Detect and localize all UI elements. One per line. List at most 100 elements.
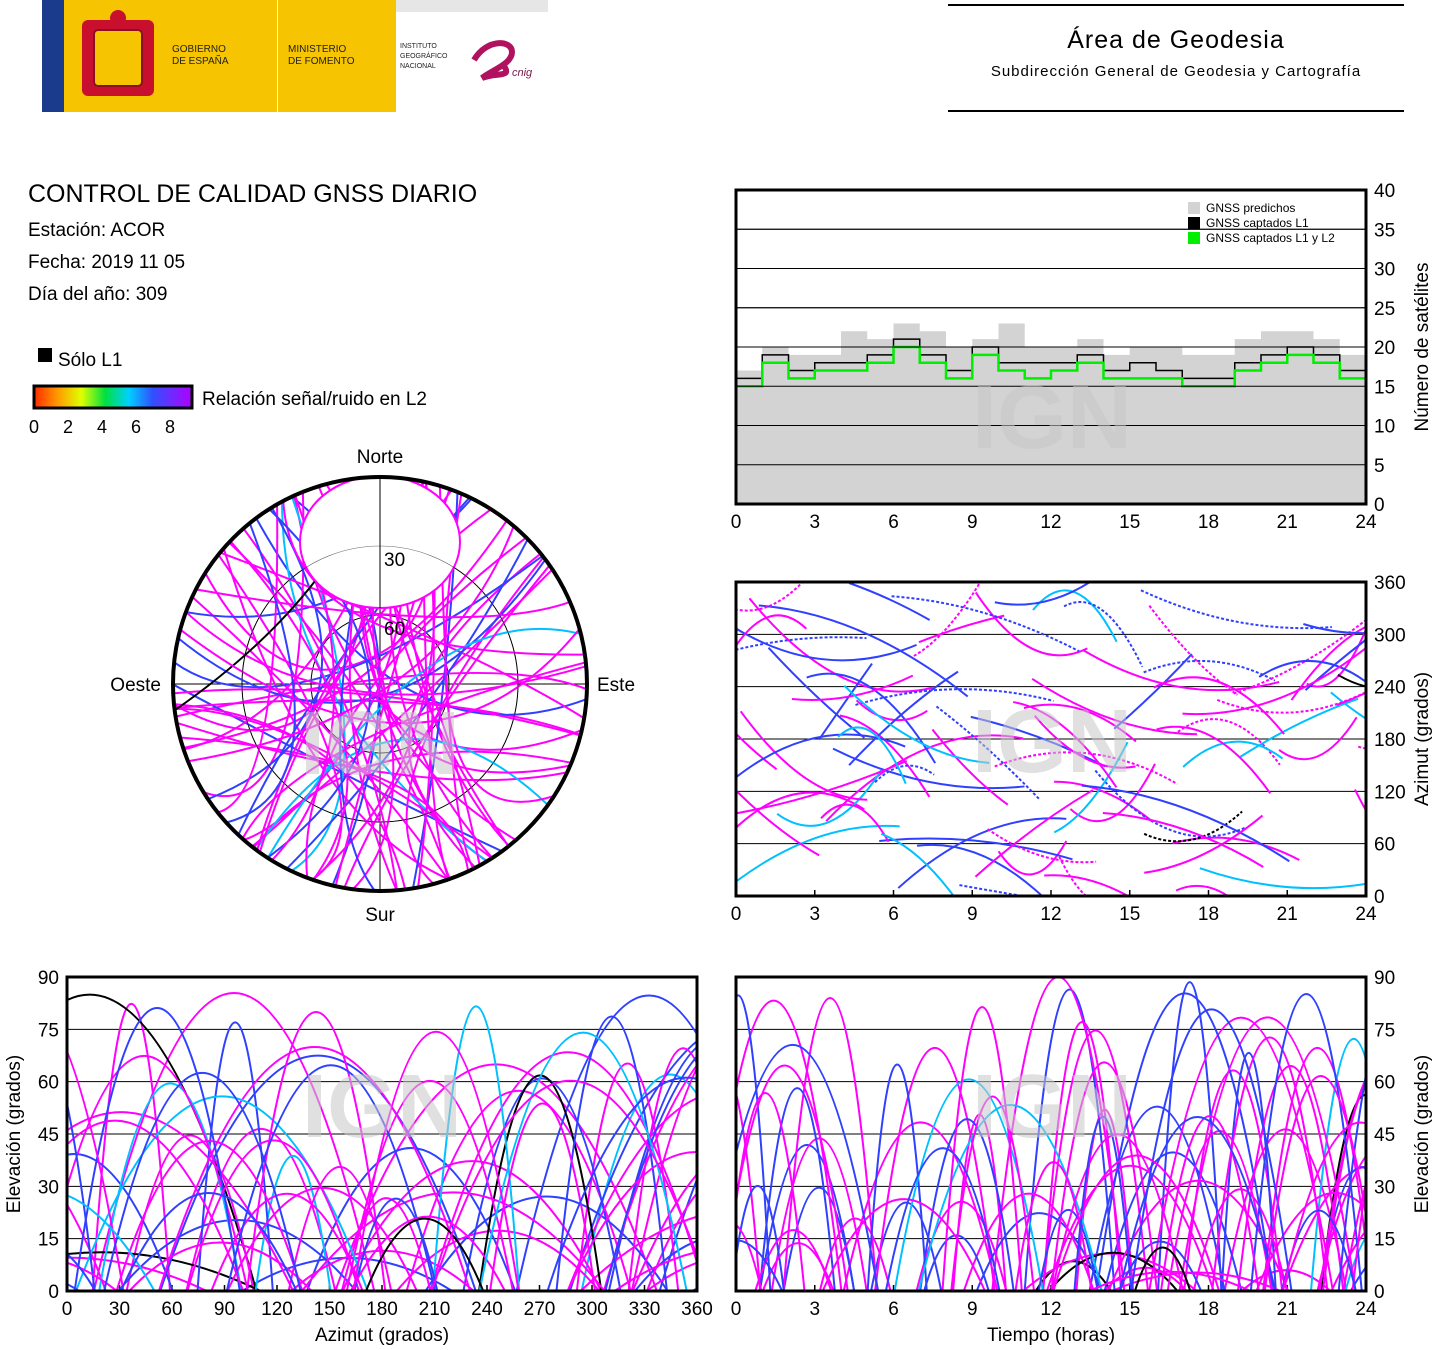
- satellite-elev-time-trace: [1211, 1036, 1329, 1291]
- north-label: Norte: [357, 447, 403, 468]
- ministerio-line-2: DE FOMENTO: [288, 56, 355, 67]
- satellite-elev-time-trace: [1236, 1065, 1345, 1291]
- satellite-azimuth-trace: [1013, 701, 1118, 788]
- satellite-elev-time-trace: [1281, 1165, 1366, 1291]
- satellite-elev-az-trace: [424, 1195, 669, 1291]
- snr-tick-label: 0: [29, 417, 39, 437]
- satellite-sky-trace: [343, 564, 551, 889]
- y-tick-label: 300: [1374, 625, 1406, 646]
- satellite-azimuth-trace: [736, 789, 820, 857]
- x-tick-label: 12: [1040, 1299, 1061, 1320]
- satellite-elev-time-trace: [1130, 1008, 1293, 1291]
- satellite-azimuth-trace: [736, 791, 865, 830]
- satellite-sky-trace: [444, 493, 555, 803]
- satellite-azimuth-trace: [1143, 810, 1243, 843]
- snr-tick-label: 2: [63, 417, 73, 437]
- report-info: CONTROL DE CALIDAD GNSS DIARIO Estación:…: [28, 180, 477, 311]
- satellite-elev-az-trace: [602, 1063, 697, 1291]
- satellite-azimuth-trace: [897, 817, 1067, 889]
- snr-tick-label: 8: [165, 417, 175, 437]
- date-label: Fecha: 2019 11 05: [28, 252, 186, 273]
- satellite-elev-time-trace: [818, 1217, 892, 1291]
- satellite-azimuth-trace: [748, 597, 934, 693]
- satellite-elev-az-trace: [630, 1065, 697, 1291]
- satellite-azimuth-trace: [1336, 691, 1366, 707]
- satellite-elev-az-trace: [352, 1030, 520, 1291]
- satellite-azimuth-trace: [1143, 659, 1276, 682]
- satellite-azimuth-trace: [1278, 716, 1358, 761]
- x-tick-label: 21: [1277, 904, 1298, 925]
- ign-watermark: IGN: [972, 692, 1132, 792]
- y-tick-label: 180: [1374, 730, 1406, 751]
- satellite-elev-time-trace: [736, 1064, 849, 1291]
- satellite-elev-az-trace: [246, 1011, 387, 1291]
- satellite-azimuth-trace: [1303, 623, 1366, 635]
- x-tick-label: 6: [888, 1299, 899, 1320]
- satellite-elev-az-trace: [627, 1047, 697, 1291]
- satellite-elev-time-trace: [1148, 1016, 1334, 1291]
- satellite-azimuth-trace: [776, 769, 883, 827]
- satellite-azimuth-trace: [1140, 589, 1332, 630]
- satellite-azimuth-trace: [855, 699, 928, 722]
- y-axis-label: Elevación (grados): [1412, 1055, 1433, 1213]
- y-tick-label: 15: [38, 1230, 59, 1251]
- satellite-azimuth-trace: [1102, 811, 1264, 868]
- x-tick-label: 270: [524, 1299, 556, 1320]
- satellite-azimuth-trace: [1258, 659, 1366, 684]
- satellite-sky-trace: [207, 507, 324, 801]
- y-tick-label: 40: [1374, 181, 1395, 202]
- satellite-elev-az-trace: [92, 992, 376, 1291]
- satellite-elev-time-trace: [736, 1044, 880, 1291]
- satellite-elev-time-trace: [1045, 1165, 1215, 1291]
- legend-swatch: [1188, 232, 1200, 244]
- satellite-azimuth-trace: [1069, 763, 1156, 823]
- satellite-sky-trace: [191, 596, 450, 881]
- satellite-azimuth-trace: [1216, 690, 1366, 714]
- series-l1-line: [736, 338, 1366, 380]
- x-tick-label: 9: [967, 904, 978, 925]
- government-logos: GOBIERNO DE ESPAÑA MINISTERIO DE FOMENTO…: [42, 0, 548, 112]
- satellite-elev-time-trace: [736, 1223, 763, 1291]
- satellite-elev-az-trace: [604, 1054, 697, 1291]
- satellite-elev-time-trace: [1157, 981, 1223, 1291]
- satellite-elev-time-trace: [1321, 1081, 1366, 1291]
- x-tick-label: 0: [731, 904, 742, 925]
- satellite-azimuth-trace: [994, 751, 1178, 785]
- satellite-elev-time-trace: [884, 1147, 1001, 1291]
- legend-entry: GNSS captados L1: [1206, 216, 1309, 230]
- x-tick-label: 18: [1198, 512, 1219, 533]
- satellite-azimuth-trace: [736, 582, 804, 612]
- ring-30-over: [241, 545, 519, 823]
- satellite-sky-trace: [242, 527, 398, 891]
- satellite-elev-time-trace: [1118, 1116, 1277, 1291]
- satellite-azimuth-trace: [879, 837, 1073, 861]
- satellite-elev-time-trace: [1088, 1105, 1226, 1291]
- satellite-elev-az-trace: [67, 1194, 156, 1291]
- satellite-elev-az-trace: [429, 1051, 697, 1291]
- satellite-elev-time-trace: [1318, 1076, 1366, 1291]
- satellite-azimuth-trace: [736, 732, 778, 770]
- satellite-elev-az-trace: [306, 1146, 517, 1291]
- satellite-elev-az-trace: [67, 1055, 249, 1291]
- satellite-azimuth-trace: [758, 604, 969, 698]
- y-tick-label: 25: [1374, 299, 1395, 320]
- y-tick-label: 10: [1374, 417, 1395, 438]
- elevation-azimuth-traces: [67, 992, 697, 1291]
- satellite-elev-time-trace: [1344, 1235, 1366, 1291]
- plot-frame: [734, 580, 1368, 898]
- y-tick-label: 30: [1374, 1177, 1395, 1198]
- satellite-elev-az-trace: [117, 1219, 357, 1291]
- satellite-elev-az-trace: [580, 1073, 697, 1291]
- satellite-elev-az-trace: [159, 1054, 477, 1291]
- satellite-azimuth-trace: [1144, 814, 1264, 874]
- satellite-elev-time-trace: [758, 1087, 836, 1291]
- y-tick-label: 0: [48, 1282, 59, 1303]
- satellite-azimuth-trace: [891, 595, 1080, 653]
- satellite-elev-az-trace: [546, 1076, 697, 1291]
- satellite-elev-time-trace: [1281, 1121, 1366, 1291]
- y-tick-label: 75: [38, 1020, 59, 1041]
- x-tick-label: 6: [888, 904, 899, 925]
- satellite-elev-time-trace: [1263, 1075, 1366, 1291]
- x-tick-label: 0: [62, 1299, 73, 1320]
- area-title: Área de Geodesia: [1067, 26, 1285, 54]
